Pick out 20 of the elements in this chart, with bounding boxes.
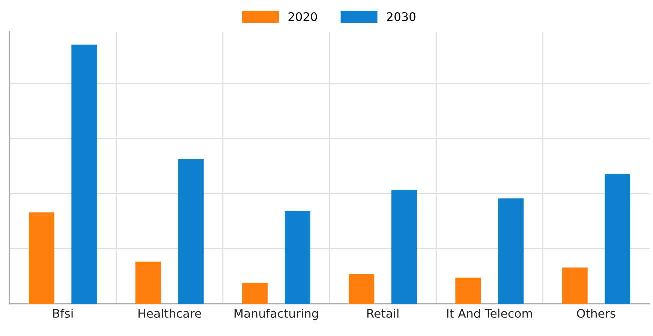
bar xyxy=(456,278,482,304)
legend-label: 2020 xyxy=(288,12,318,22)
bar xyxy=(348,274,375,304)
bar xyxy=(392,190,418,304)
x-tick-label: Bfsi xyxy=(53,308,73,318)
bar xyxy=(136,262,162,304)
x-tick-label: Retail xyxy=(368,308,399,318)
legend-label: 2030 xyxy=(387,12,416,22)
bar xyxy=(498,198,524,304)
x-tick-label: Healthcare xyxy=(138,308,202,318)
bar xyxy=(72,44,98,304)
bar xyxy=(284,212,311,304)
bar xyxy=(562,268,588,304)
bar xyxy=(28,212,55,304)
x-tick-label: Others xyxy=(577,308,616,318)
bar xyxy=(178,159,204,304)
bar xyxy=(242,283,268,304)
x-tick-label: Manufacturing xyxy=(234,308,318,320)
x-tick-label: It And Telecom xyxy=(447,308,532,318)
bar xyxy=(604,174,631,304)
